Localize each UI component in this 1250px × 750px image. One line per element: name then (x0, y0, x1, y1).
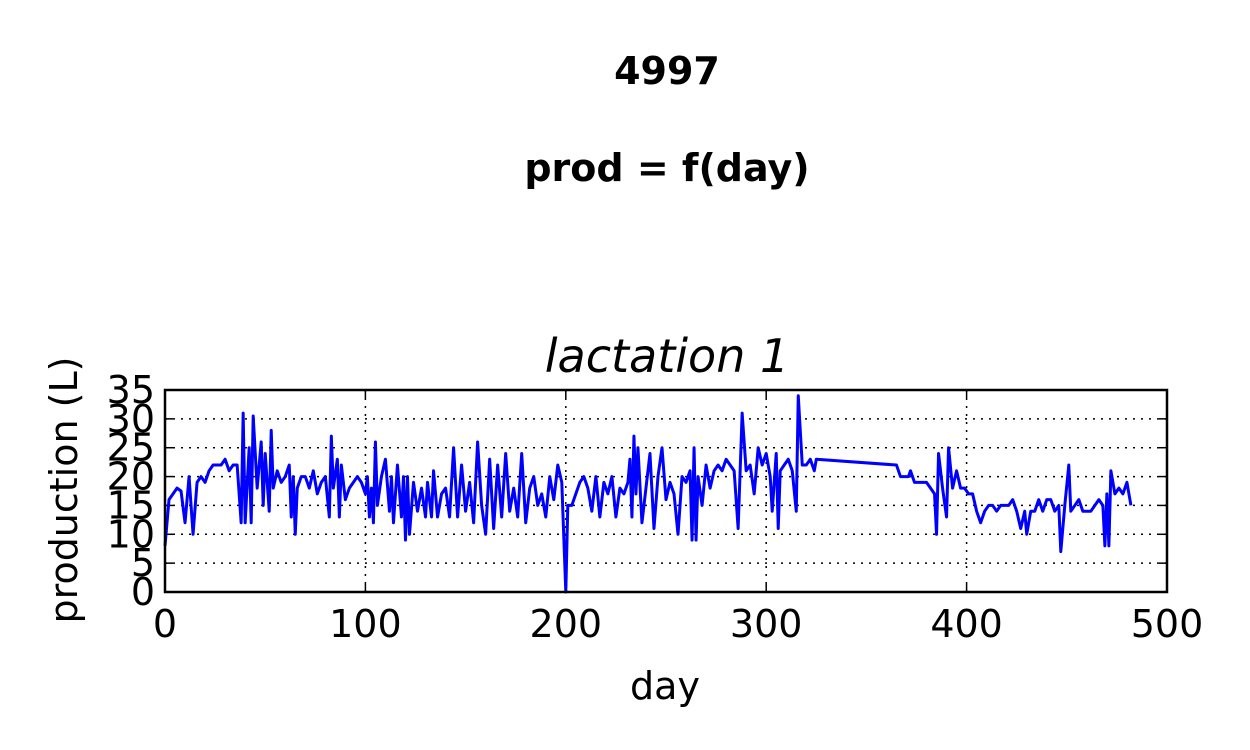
y-tick-label: 10 (107, 512, 155, 556)
panel-title: lactation 1 (545, 329, 790, 383)
x-tick-label: 100 (329, 602, 402, 646)
x-tick-label: 300 (730, 602, 803, 646)
y-tick-label: 25 (107, 426, 155, 470)
y-axis-label: production (L) (42, 357, 86, 624)
x-tick-label: 0 (153, 602, 177, 646)
y-tick-label: 20 (107, 455, 155, 499)
y-tick-label: 5 (131, 541, 155, 585)
y-tick-label: 30 (107, 397, 155, 441)
x-tick-label: 200 (530, 602, 603, 646)
plot-frame (163, 388, 1169, 594)
y-tick-label: 15 (107, 483, 155, 527)
y-tick-label: 0 (131, 570, 155, 614)
x-tick-label: 400 (930, 602, 1003, 646)
figure-subtitle: prod = f(day) (524, 146, 809, 190)
x-tick-label: 500 (1131, 602, 1204, 646)
x-axis-label: day (630, 664, 700, 708)
data-line (163, 394, 1133, 594)
y-tick-label: 35 (107, 368, 155, 412)
figure-title: 4997 (614, 49, 720, 93)
